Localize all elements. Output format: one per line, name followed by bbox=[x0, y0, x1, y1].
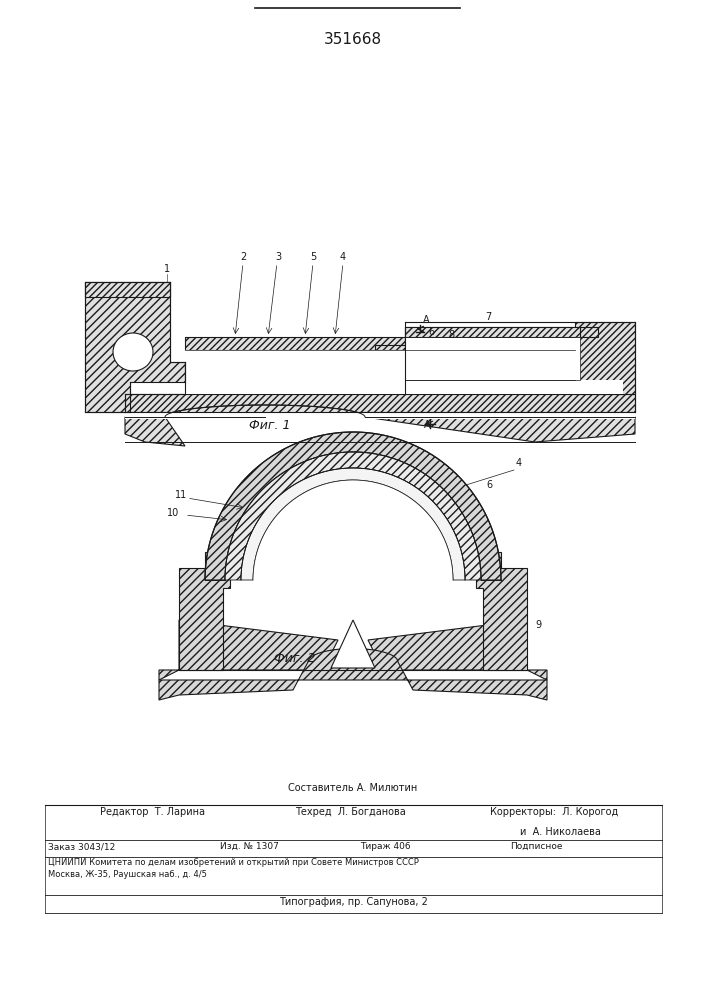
Polygon shape bbox=[405, 327, 580, 337]
Text: 2: 2 bbox=[240, 252, 246, 262]
Text: Техред  Л. Богданова: Техред Л. Богданова bbox=[295, 807, 406, 817]
Polygon shape bbox=[253, 480, 453, 580]
Text: 3: 3 bbox=[275, 252, 281, 262]
Polygon shape bbox=[205, 432, 501, 580]
Text: Типография, пр. Сапунова, 2: Типография, пр. Сапунова, 2 bbox=[279, 897, 428, 907]
Text: 4: 4 bbox=[340, 252, 346, 262]
Polygon shape bbox=[580, 327, 598, 337]
Text: Тираж 406: Тираж 406 bbox=[360, 842, 411, 851]
Text: 11: 11 bbox=[175, 490, 187, 500]
Polygon shape bbox=[575, 322, 635, 394]
Polygon shape bbox=[125, 413, 635, 419]
Text: 8: 8 bbox=[448, 330, 454, 340]
Polygon shape bbox=[476, 568, 527, 670]
Text: Изд. № 1307: Изд. № 1307 bbox=[220, 842, 279, 851]
Polygon shape bbox=[185, 350, 575, 394]
Polygon shape bbox=[159, 649, 547, 700]
Text: Москва, Ж-35, Раушская наб., д. 4/5: Москва, Ж-35, Раушская наб., д. 4/5 bbox=[48, 870, 207, 879]
Text: Фиг. 1: Фиг. 1 bbox=[250, 419, 291, 432]
Text: 1: 1 bbox=[164, 264, 170, 274]
Ellipse shape bbox=[113, 333, 153, 371]
Polygon shape bbox=[405, 337, 580, 380]
Text: 7: 7 bbox=[485, 312, 491, 322]
Text: Составитель А. Милютин: Составитель А. Милютин bbox=[288, 783, 418, 793]
Polygon shape bbox=[368, 620, 547, 680]
Polygon shape bbox=[225, 452, 481, 580]
Text: Корректоры:  Л. Корогод: Корректоры: Л. Корогод bbox=[490, 807, 618, 817]
Text: 6: 6 bbox=[428, 327, 434, 337]
Polygon shape bbox=[125, 394, 635, 412]
Polygon shape bbox=[85, 282, 170, 297]
Text: Фиг. 2: Фиг. 2 bbox=[274, 652, 316, 665]
Polygon shape bbox=[331, 620, 375, 668]
Polygon shape bbox=[205, 552, 225, 580]
Text: 5: 5 bbox=[310, 252, 316, 262]
Text: и  А. Николаева: и А. Николаева bbox=[520, 827, 601, 837]
Polygon shape bbox=[185, 380, 623, 394]
Text: A - A: A - A bbox=[337, 440, 370, 453]
Text: 9: 9 bbox=[535, 620, 541, 630]
Text: 10: 10 bbox=[167, 508, 180, 518]
Text: ЦНИИПИ Комитета по делам изобретений и открытий при Совете Министров СССР: ЦНИИПИ Комитета по делам изобретений и о… bbox=[48, 858, 419, 867]
Text: 4: 4 bbox=[516, 458, 522, 468]
Text: Подписное: Подписное bbox=[510, 842, 563, 851]
Polygon shape bbox=[375, 327, 575, 350]
Polygon shape bbox=[179, 568, 230, 670]
Text: 351668: 351668 bbox=[324, 32, 382, 47]
Polygon shape bbox=[481, 552, 501, 580]
Text: A: A bbox=[423, 315, 430, 325]
Polygon shape bbox=[125, 405, 635, 446]
Text: A: A bbox=[423, 420, 431, 430]
Text: Заказ 3043/12: Заказ 3043/12 bbox=[48, 842, 115, 851]
Polygon shape bbox=[85, 282, 185, 412]
Text: Редактор  Т. Ларина: Редактор Т. Ларина bbox=[100, 807, 205, 817]
Text: 6: 6 bbox=[486, 480, 492, 490]
Polygon shape bbox=[405, 350, 575, 394]
Polygon shape bbox=[159, 620, 338, 680]
Polygon shape bbox=[185, 337, 575, 350]
Polygon shape bbox=[241, 468, 465, 580]
